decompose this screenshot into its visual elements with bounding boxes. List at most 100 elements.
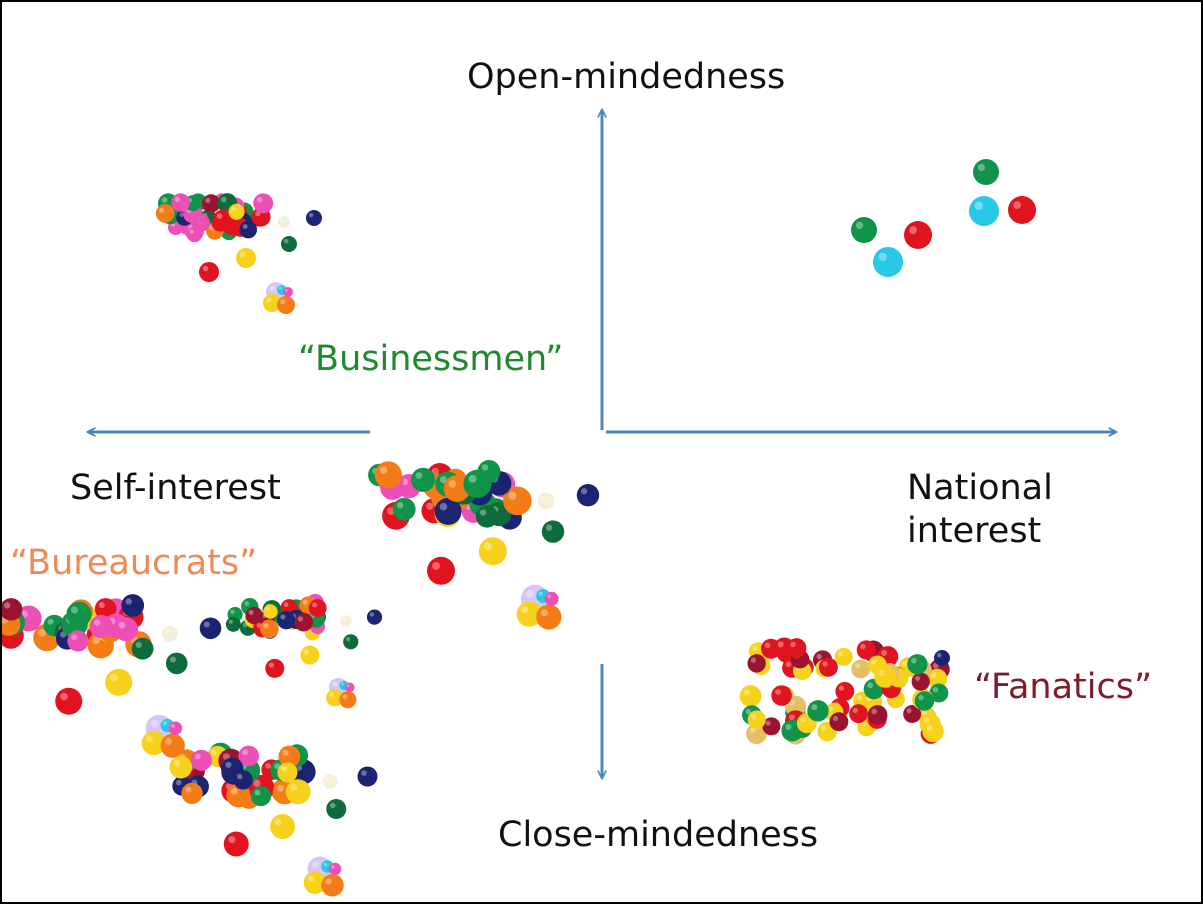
gumball [165, 652, 188, 675]
gumball [576, 484, 600, 507]
gumball-highlight [479, 509, 487, 516]
gumball [856, 640, 876, 660]
gumball [326, 689, 344, 707]
gumball-highlight [175, 779, 182, 786]
gumball-highlight [110, 673, 118, 682]
gumball-highlight [92, 636, 100, 645]
gumball-highlight [280, 614, 286, 620]
gumball-highlight [448, 480, 457, 488]
gumball-highlight [540, 609, 548, 617]
gumball [537, 492, 555, 510]
gumball [541, 520, 565, 543]
gumball [161, 625, 179, 642]
gumball [263, 604, 278, 619]
gumball-highlight [205, 197, 211, 203]
gumball-highlight [239, 251, 246, 258]
gumball-highlight [135, 641, 142, 648]
gumball-highlight [202, 265, 209, 272]
gumball-highlight [838, 685, 845, 691]
gumball [245, 606, 263, 625]
gumball [929, 683, 949, 703]
gumball [762, 717, 781, 736]
gumball [270, 814, 295, 839]
gumball [303, 871, 327, 894]
gumball-highlight [308, 212, 314, 218]
gumball-highlight [745, 708, 752, 715]
gumball-highlight [325, 776, 330, 781]
gumball-highlight [832, 715, 839, 722]
gumball [225, 616, 241, 632]
gumball-highlight [173, 759, 181, 767]
gumball-highlight [146, 735, 153, 743]
gumball-highlight [242, 224, 248, 229]
gumball [867, 705, 888, 725]
gumball-highlight [302, 599, 308, 605]
gumball [818, 657, 838, 677]
gumball-highlight [977, 163, 986, 172]
gumball-highlight [837, 651, 844, 657]
gumball-highlight [174, 196, 180, 202]
gumball [345, 682, 355, 693]
gumball-highlight [165, 738, 172, 745]
gumball [169, 755, 193, 779]
gumball [89, 614, 113, 639]
gumball [911, 672, 930, 691]
gumball [223, 831, 249, 857]
gumball-highlight [179, 212, 184, 217]
gumball [536, 604, 562, 630]
gumball-highlight [936, 652, 942, 658]
gumball-highlight [750, 657, 757, 663]
gumball [294, 612, 314, 632]
gumball [475, 505, 499, 528]
gumball-highlight [468, 474, 477, 483]
gumball-highlight [303, 649, 310, 655]
gumball [238, 745, 260, 767]
gumball [851, 217, 877, 243]
gumball [516, 601, 542, 627]
gumball-highlight [914, 675, 921, 681]
gumball [739, 685, 762, 707]
gumball-highlight [923, 717, 930, 724]
gumball-highlight [918, 694, 924, 701]
gumball-highlight [379, 466, 388, 474]
gumball-highlight [164, 628, 170, 634]
gumball-highlight [432, 561, 441, 570]
gumball [849, 704, 868, 724]
gumball-highlight [431, 467, 439, 476]
gumball [835, 681, 855, 701]
gumball [308, 599, 327, 617]
gumball-highlight [867, 682, 874, 689]
gumball-highlight [283, 238, 289, 244]
gumball-highlight [345, 637, 351, 642]
gumball [55, 687, 83, 715]
gumball [807, 700, 829, 722]
gumball-highlight [329, 692, 335, 698]
gumball [199, 617, 222, 640]
gumball-highlight [508, 491, 517, 500]
gumball-highlight [342, 694, 348, 700]
gumball [786, 638, 807, 658]
gumball-highlight [346, 684, 350, 688]
gumball-highlight [790, 641, 796, 648]
gumball-highlight [312, 602, 318, 608]
gumball-highlight [931, 672, 937, 678]
gumball-highlight [878, 669, 885, 677]
gumball-highlight [280, 299, 286, 305]
gumball-highlight [47, 618, 54, 625]
gumball-highlight [98, 602, 105, 609]
gumball-highlight [277, 784, 284, 792]
gumball [503, 486, 532, 516]
gumball-highlight [242, 749, 249, 756]
gumball-highlight [902, 660, 908, 667]
gumball-highlight [265, 763, 271, 769]
gumball-highlight [216, 213, 223, 219]
gumball-highlight [921, 710, 927, 716]
gumball [322, 774, 338, 789]
gumball-highlight [1013, 201, 1022, 210]
gumball-highlight [263, 622, 269, 629]
gumball [851, 659, 871, 679]
gumball-highlight [860, 643, 866, 650]
gumball-highlight [855, 221, 864, 230]
